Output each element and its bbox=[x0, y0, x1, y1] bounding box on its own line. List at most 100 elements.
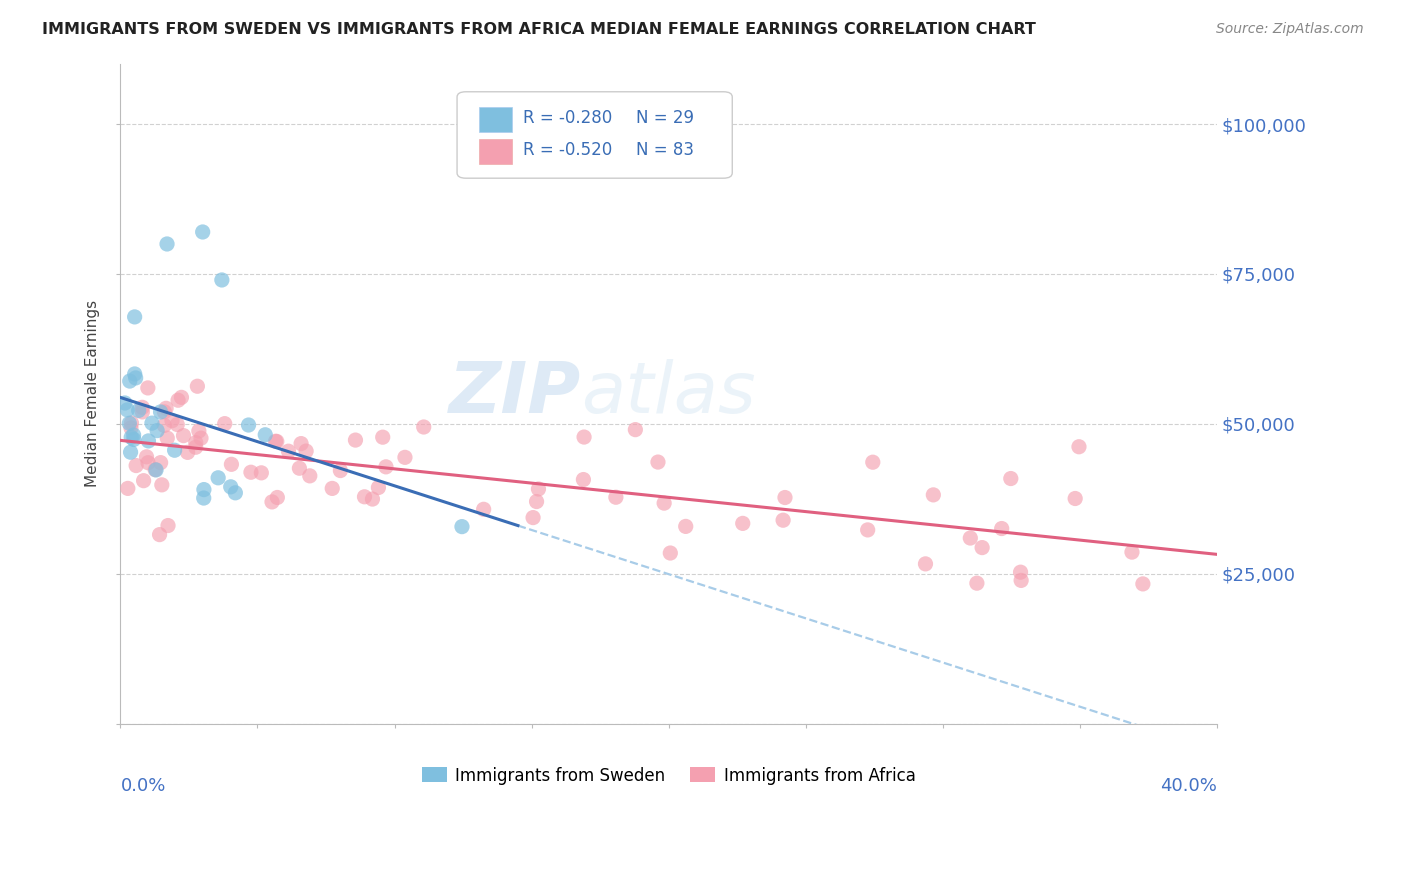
Point bbox=[914, 557, 936, 571]
Point bbox=[260, 495, 283, 509]
Text: R = -0.520: R = -0.520 bbox=[523, 141, 612, 159]
Y-axis label: Median Female Earnings: Median Female Earnings bbox=[86, 301, 100, 488]
Point bbox=[155, 401, 177, 416]
Point bbox=[124, 367, 146, 381]
Point bbox=[117, 482, 139, 496]
Point bbox=[371, 430, 394, 444]
Point bbox=[1121, 545, 1143, 559]
Point bbox=[132, 474, 155, 488]
Point bbox=[526, 494, 548, 508]
Text: N = 29: N = 29 bbox=[636, 109, 693, 128]
Point bbox=[959, 531, 981, 545]
Point bbox=[394, 450, 416, 465]
Point bbox=[1010, 574, 1032, 588]
Point bbox=[184, 440, 207, 454]
Point bbox=[150, 478, 173, 492]
Point bbox=[173, 428, 195, 442]
Point bbox=[153, 405, 176, 419]
Point bbox=[138, 434, 160, 448]
Point bbox=[1000, 471, 1022, 485]
Point bbox=[146, 424, 169, 438]
Point bbox=[990, 522, 1012, 536]
Point bbox=[773, 491, 796, 505]
Point bbox=[124, 371, 146, 385]
Point bbox=[176, 445, 198, 459]
Point bbox=[184, 435, 207, 450]
Point bbox=[277, 444, 299, 458]
Text: atlas: atlas bbox=[581, 359, 755, 428]
Point bbox=[221, 458, 243, 472]
Point bbox=[298, 468, 321, 483]
Point bbox=[862, 455, 884, 469]
Point bbox=[141, 416, 163, 430]
Point bbox=[190, 431, 212, 445]
Point bbox=[219, 480, 242, 494]
Bar bbox=[479, 138, 512, 163]
Point bbox=[250, 466, 273, 480]
Point bbox=[186, 379, 208, 393]
Point bbox=[238, 417, 260, 432]
Point bbox=[128, 403, 150, 417]
Point bbox=[118, 417, 141, 431]
Point bbox=[675, 519, 697, 533]
Point bbox=[118, 374, 141, 388]
Point bbox=[156, 431, 179, 445]
Point bbox=[295, 444, 318, 458]
Point bbox=[329, 464, 352, 478]
Legend: Immigrants from Sweden, Immigrants from Africa: Immigrants from Sweden, Immigrants from … bbox=[415, 760, 922, 791]
Point bbox=[145, 463, 167, 477]
Text: 40.0%: 40.0% bbox=[1160, 777, 1218, 795]
Point bbox=[1132, 577, 1154, 591]
Point bbox=[148, 527, 170, 541]
Point bbox=[135, 450, 157, 464]
Point bbox=[120, 430, 142, 444]
Text: Source: ZipAtlas.com: Source: ZipAtlas.com bbox=[1216, 22, 1364, 37]
Point bbox=[264, 434, 287, 449]
Point bbox=[143, 463, 166, 477]
Point bbox=[160, 414, 183, 428]
Point bbox=[522, 510, 544, 524]
Point bbox=[122, 428, 145, 442]
Point bbox=[572, 473, 595, 487]
Point bbox=[353, 490, 375, 504]
Point bbox=[290, 436, 312, 450]
Point bbox=[527, 482, 550, 496]
Point bbox=[124, 310, 146, 324]
Point bbox=[652, 496, 675, 510]
Point bbox=[472, 502, 495, 516]
Point bbox=[451, 519, 474, 533]
Point bbox=[966, 576, 988, 591]
Point bbox=[361, 491, 384, 506]
Point bbox=[1064, 491, 1087, 506]
Point bbox=[239, 465, 262, 479]
Point bbox=[163, 443, 186, 458]
Point bbox=[367, 481, 389, 495]
Text: N = 83: N = 83 bbox=[636, 141, 693, 159]
Point bbox=[266, 491, 288, 505]
Point bbox=[659, 546, 682, 560]
Point bbox=[1067, 440, 1090, 454]
Point bbox=[624, 423, 647, 437]
Point bbox=[136, 381, 159, 395]
Point bbox=[344, 433, 367, 447]
Point bbox=[224, 485, 246, 500]
Point bbox=[605, 490, 627, 504]
Point bbox=[149, 456, 172, 470]
Point bbox=[572, 430, 595, 444]
Point bbox=[922, 488, 945, 502]
Point bbox=[772, 513, 794, 527]
Text: IMMIGRANTS FROM SWEDEN VS IMMIGRANTS FROM AFRICA MEDIAN FEMALE EARNINGS CORRELAT: IMMIGRANTS FROM SWEDEN VS IMMIGRANTS FRO… bbox=[42, 22, 1036, 37]
Point bbox=[153, 418, 176, 433]
Point bbox=[972, 541, 994, 555]
Point bbox=[114, 396, 136, 410]
Point bbox=[193, 483, 215, 497]
Point bbox=[266, 434, 288, 449]
Text: 0.0%: 0.0% bbox=[121, 777, 166, 795]
Point bbox=[731, 516, 754, 531]
Point bbox=[157, 518, 180, 533]
Point bbox=[149, 405, 172, 419]
Point bbox=[120, 421, 142, 435]
Point bbox=[211, 273, 233, 287]
Point bbox=[125, 458, 148, 473]
Point bbox=[191, 225, 214, 239]
